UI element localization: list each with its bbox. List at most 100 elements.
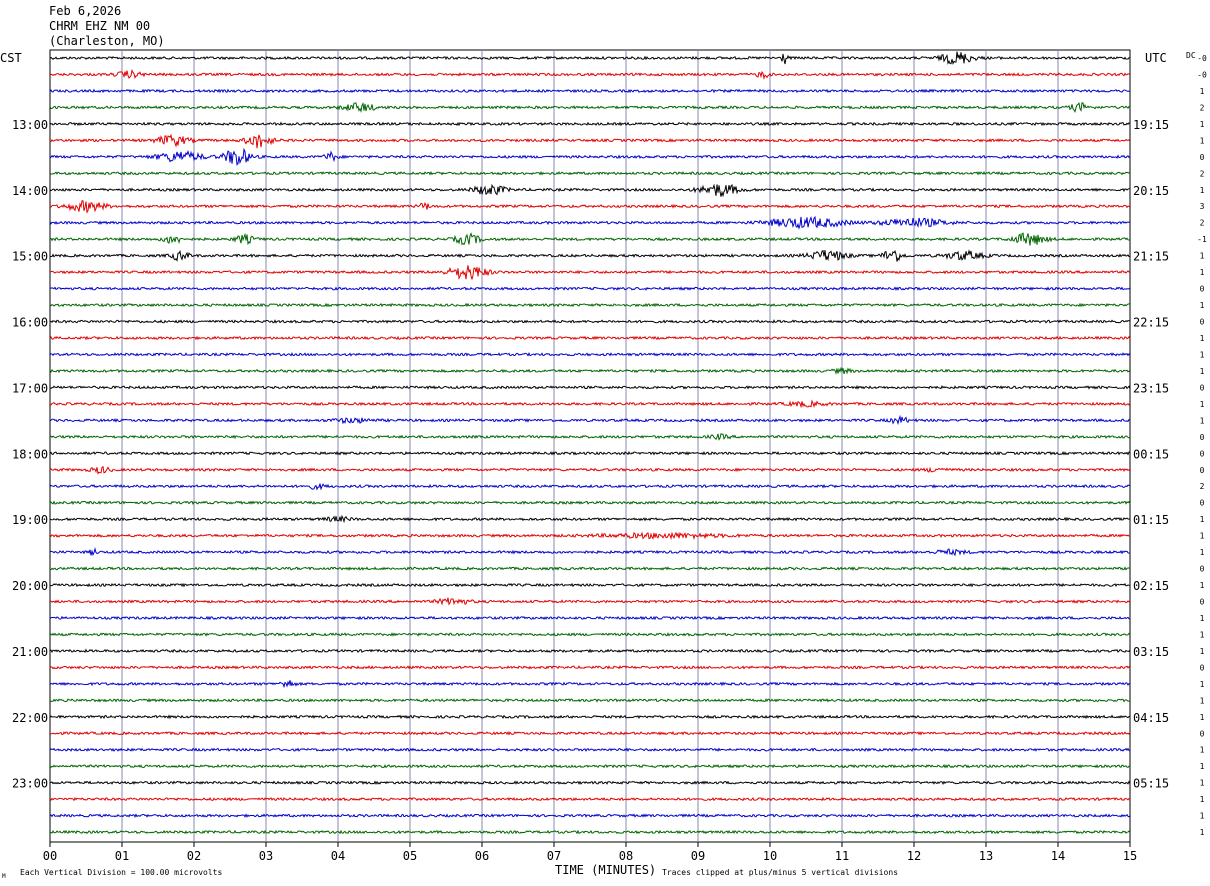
- right-hour-label: 22:15: [1133, 316, 1169, 330]
- date-label: Feb 6,2026: [49, 4, 122, 18]
- trace-row-43: [49, 763, 1131, 769]
- trace-row-18: [49, 352, 1131, 357]
- dc-offset-value: 1: [1200, 581, 1205, 590]
- x-tick-label: 02: [187, 849, 201, 863]
- dc-offset-value: 0: [1200, 153, 1205, 162]
- scale-note: Each Vertical Division = 100.00 microvol…: [20, 868, 222, 877]
- dc-offset-value: 1: [1200, 713, 1205, 722]
- dc-offset-value: 1: [1200, 416, 1205, 425]
- dc-offset-value: -1: [1197, 235, 1207, 244]
- dc-offset-value: 1: [1200, 647, 1205, 656]
- dc-offset-value: -0: [1197, 70, 1207, 79]
- x-tick-label: 00: [43, 849, 57, 863]
- dc-offset-value: 1: [1200, 548, 1205, 557]
- right-hour-label: 21:15: [1133, 250, 1169, 264]
- dc-offset-value: -0: [1197, 54, 1207, 63]
- dc-offset-value: 1: [1200, 680, 1205, 689]
- dc-label: DC: [1186, 51, 1196, 60]
- trace-row-7: [49, 170, 1131, 176]
- dc-offset-value: 1: [1200, 515, 1205, 524]
- left-hour-label: 16:00: [12, 316, 48, 330]
- trace-row-24: [49, 450, 1131, 456]
- x-tick-label: 11: [835, 849, 849, 863]
- trace-row-3: [49, 101, 1131, 113]
- left-hour-label: 22:00: [12, 711, 48, 725]
- dc-offset-value: 0: [1200, 285, 1205, 294]
- dc-offset-value: 1: [1200, 614, 1205, 623]
- trace-row-30: [49, 546, 1131, 557]
- dc-offset-value: 0: [1200, 729, 1205, 738]
- dc-offset-value: 1: [1200, 136, 1205, 145]
- dc-offset-value: 1: [1200, 120, 1205, 129]
- trace-row-42: [49, 747, 1131, 753]
- left-hour-label: 18:00: [12, 447, 48, 461]
- dc-offset-value: 1: [1200, 779, 1205, 788]
- x-tick-label: 13: [979, 849, 993, 863]
- trace-row-35: [49, 632, 1131, 637]
- right-hour-label: 20:15: [1133, 184, 1169, 198]
- left-hour-label: 21:00: [12, 645, 48, 659]
- right-hour-label: 03:15: [1133, 645, 1169, 659]
- trace-row-28: [49, 514, 1131, 524]
- left-hour-label: 17:00: [12, 381, 48, 395]
- trace-row-11: [49, 232, 1131, 246]
- x-axis-title: TIME (MINUTES): [555, 863, 656, 877]
- station-label: CHRM EHZ NM 00: [49, 19, 151, 33]
- dc-offset-value: 1: [1200, 400, 1205, 409]
- left-timezone-label: CST: [0, 51, 22, 65]
- trace-row-46: [49, 813, 1131, 818]
- trace-row-4: [49, 121, 1131, 127]
- dc-offset-value: 2: [1200, 219, 1205, 228]
- trace-row-5: [49, 133, 1131, 149]
- trace-row-8: [49, 183, 1131, 198]
- trace-row-29: [49, 531, 1131, 541]
- x-tick-label: 10: [763, 849, 777, 863]
- left-hour-label: 13:00: [12, 118, 48, 132]
- dc-offset-value: 3: [1200, 202, 1205, 211]
- x-tick-label: 06: [475, 849, 489, 863]
- x-tick-label: 08: [619, 849, 633, 863]
- dc-offset-value: 1: [1200, 367, 1205, 376]
- trace-row-14: [49, 286, 1131, 291]
- trace-row-10: [49, 215, 1131, 230]
- trace-row-47: [49, 829, 1131, 835]
- dc-offset-value: 0: [1200, 663, 1205, 672]
- left-hour-label: 15:00: [12, 250, 48, 264]
- dc-offset-value: 2: [1200, 169, 1205, 178]
- right-hour-label: 02:15: [1133, 579, 1169, 593]
- dc-offset-value: 0: [1200, 383, 1205, 392]
- trace-row-40: [49, 714, 1131, 720]
- trace-row-38: [49, 680, 1131, 689]
- dc-offset-value: 0: [1200, 449, 1205, 458]
- trace-row-12: [49, 249, 1131, 262]
- x-tick-label: 03: [259, 849, 273, 863]
- dc-offset-value: 0: [1200, 598, 1205, 607]
- trace-row-26: [49, 483, 1131, 491]
- dc-offset-value: 2: [1200, 103, 1205, 112]
- right-hour-label: 05:15: [1133, 777, 1169, 791]
- left-hour-label: 14:00: [12, 184, 48, 198]
- dc-offset-value: 1: [1200, 795, 1205, 804]
- trace-row-17: [49, 335, 1131, 341]
- right-hour-label: 23:15: [1133, 381, 1169, 395]
- dc-offset-value: 0: [1200, 318, 1205, 327]
- trace-row-15: [49, 302, 1131, 308]
- trace-row-39: [49, 698, 1131, 703]
- trace-row-25: [49, 465, 1131, 475]
- dc-offset-value: 1: [1200, 350, 1205, 359]
- right-hour-label: 00:15: [1133, 447, 1169, 461]
- x-tick-label: 01: [115, 849, 129, 863]
- left-hour-label: 20:00: [12, 579, 48, 593]
- trace-row-16: [49, 319, 1131, 324]
- trace-row-45: [49, 796, 1131, 802]
- clip-note: Traces clipped at plus/minus 5 vertical …: [662, 868, 898, 877]
- x-tick-label: 12: [907, 849, 921, 863]
- dc-offset-value: 0: [1200, 565, 1205, 574]
- right-hour-label: 04:15: [1133, 711, 1169, 725]
- right-timezone-label: UTC: [1145, 51, 1167, 65]
- trace-row-33: [49, 597, 1131, 606]
- trace-row-32: [49, 582, 1131, 588]
- dc-offset-value: 1: [1200, 696, 1205, 705]
- location-label: (Charleston, MO): [49, 34, 165, 48]
